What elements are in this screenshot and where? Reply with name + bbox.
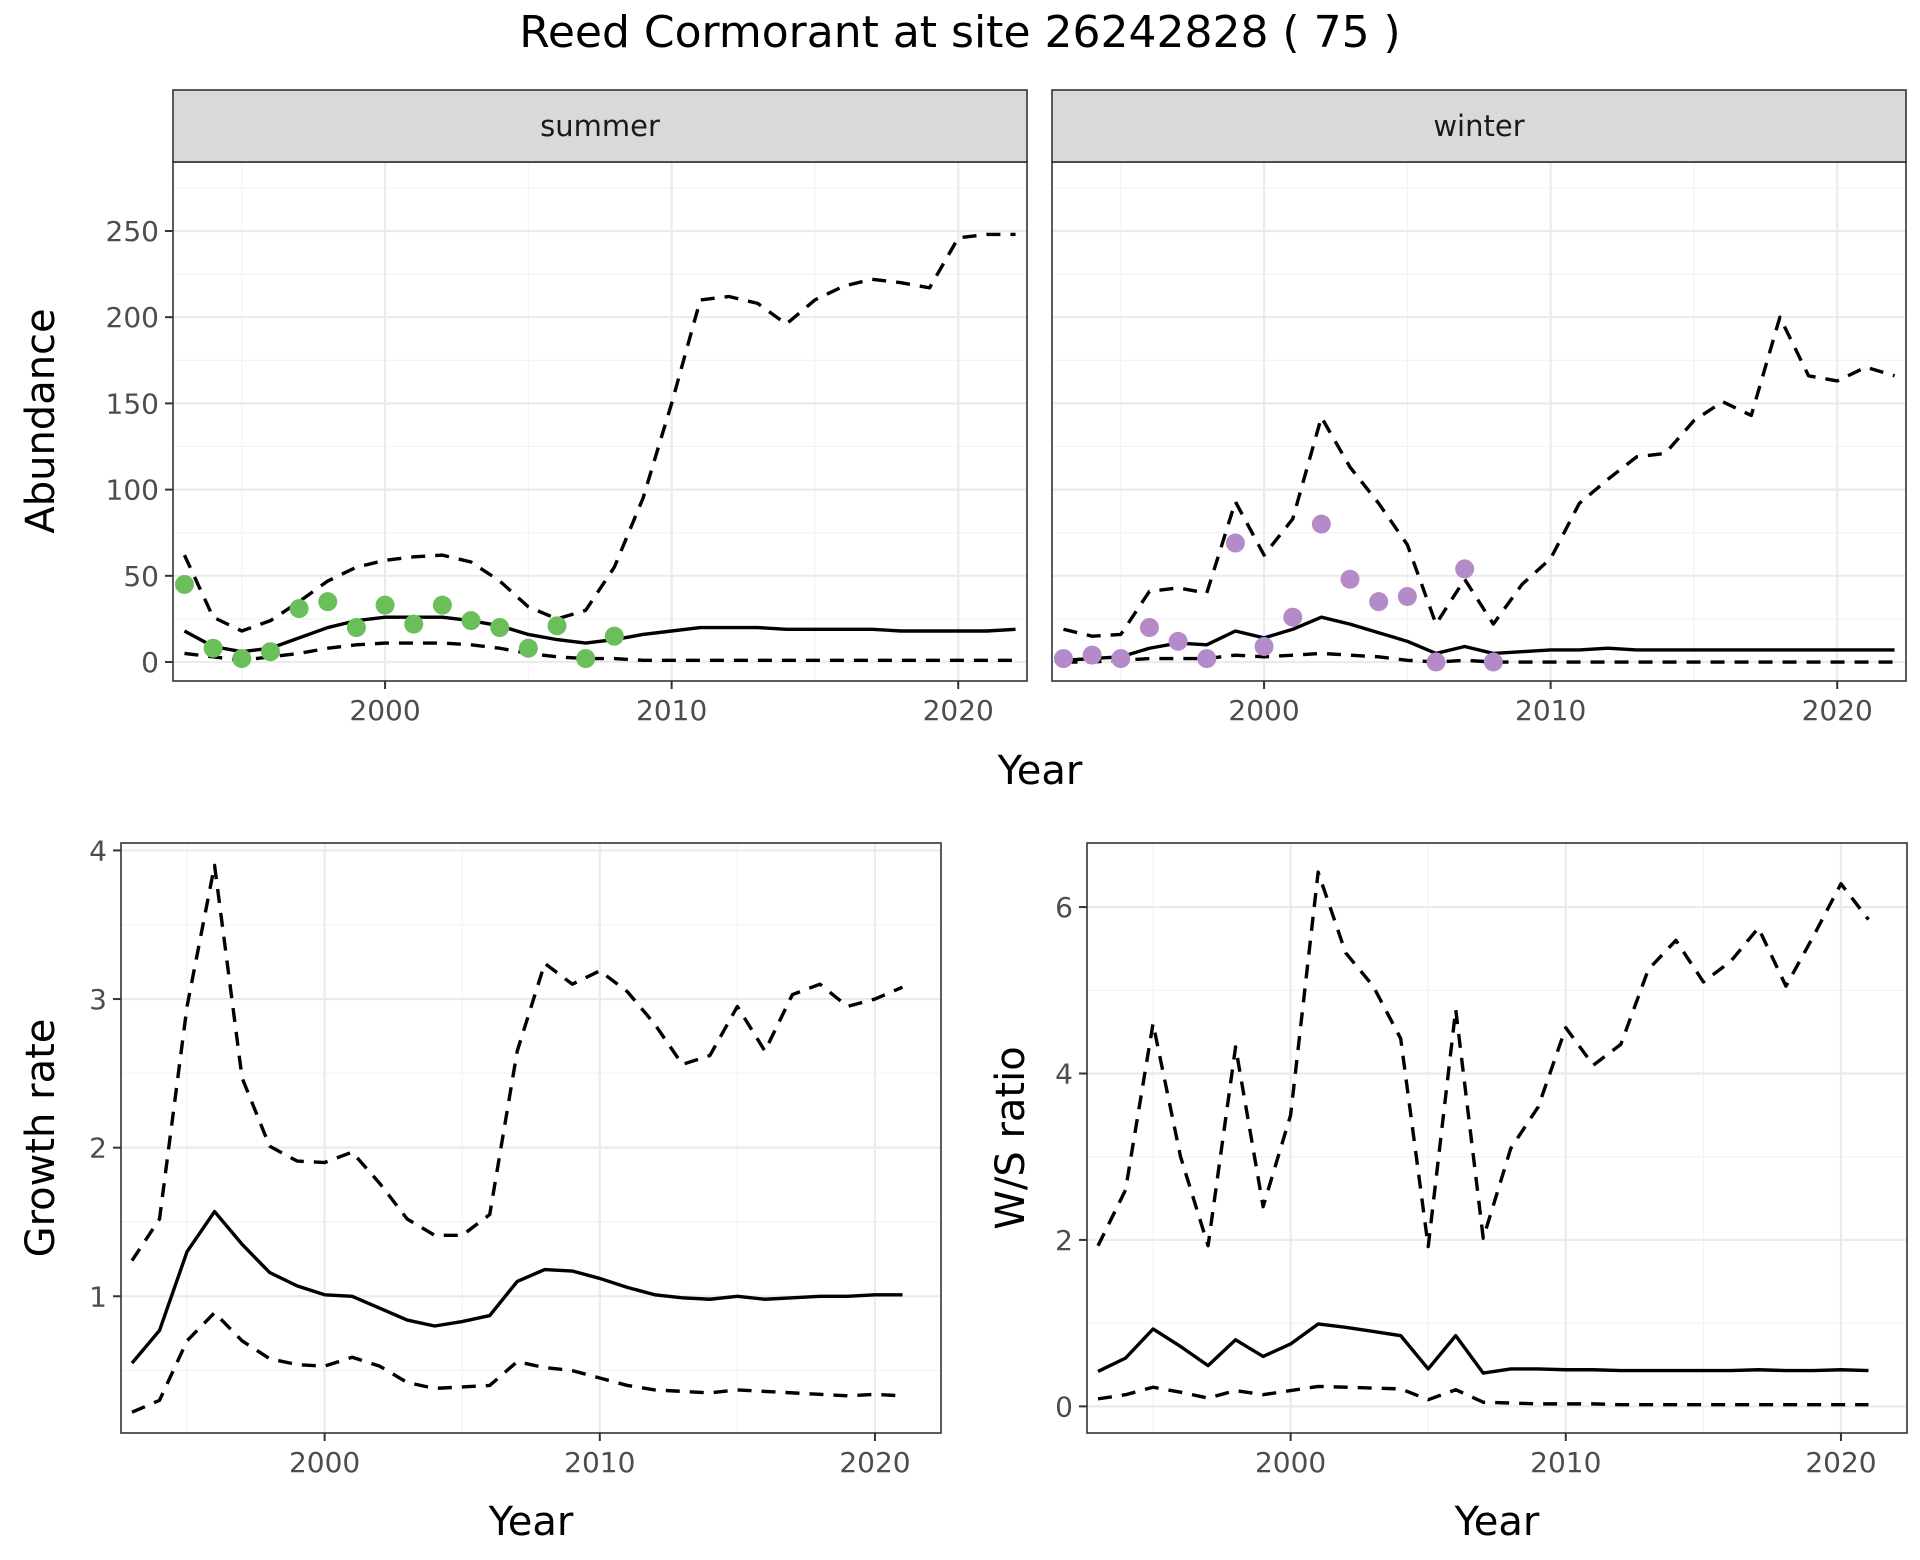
panel-summer: summer 2000 2010 2020 0 50 100 150 200 250: [106, 89, 1028, 727]
facet-label: winter: [1433, 109, 1524, 143]
y-axis-title: Abundance: [18, 308, 64, 533]
panel-winter: winter 2000 2010 2020: [1051, 89, 1907, 727]
data-point: [1483, 652, 1503, 672]
estimate-line: [1097, 1322, 1869, 1375]
lower-ci-line: [1097, 1384, 1869, 1407]
x-tick-label: 2020: [923, 694, 994, 727]
y-tick-label: 2: [89, 1132, 107, 1165]
y-tick-label: 250: [106, 215, 159, 248]
upper-ci-line: [1096, 870, 1870, 1249]
y-tick-label: 1: [89, 1280, 107, 1313]
lower-ci-line: [184, 641, 1016, 663]
data-point: [1369, 592, 1389, 612]
estimate-line: [130, 1209, 903, 1365]
data-point: [1283, 607, 1303, 627]
y-tick-label: 2: [1055, 1224, 1073, 1257]
x-tick-label: 2000: [1255, 1446, 1326, 1479]
y-tick-label: 150: [106, 387, 159, 420]
data-point: [375, 595, 395, 615]
panel-background: [173, 162, 1027, 681]
data-point: [289, 599, 309, 619]
data-point: [576, 649, 596, 669]
x-tick-label: 2010: [1515, 694, 1586, 727]
data-point: [604, 626, 624, 646]
y-tick-label: 50: [123, 560, 159, 593]
y-axis-title: W/S ratio: [988, 1046, 1034, 1229]
data-point: [404, 614, 424, 634]
panel-ratio: 2000 2010 2020 0 2 4 6 Year W/S ratio: [988, 842, 1908, 1545]
y-tick-label: 200: [106, 301, 159, 334]
x-tick-label: 2020: [839, 1446, 910, 1479]
x-tick-label: 2010: [564, 1446, 635, 1479]
facet-strip: [172, 89, 1028, 163]
data-point: [1254, 637, 1274, 657]
gridlines: [173, 162, 1027, 681]
panel-background: [1087, 843, 1907, 1433]
panel-background: [1052, 162, 1906, 681]
data-point: [1168, 631, 1188, 651]
lower-ci-line: [1063, 651, 1895, 664]
data-point: [1397, 587, 1417, 607]
data-point: [432, 595, 452, 615]
y-axis-title: Growth rate: [18, 1019, 64, 1258]
x-tick-label: 2020: [1805, 1446, 1876, 1479]
x-tick-label: 2020: [1802, 694, 1873, 727]
data-point: [1111, 649, 1131, 669]
data-point: [318, 592, 338, 612]
upper-ci-line: [182, 232, 1016, 633]
upper-ci-line: [130, 863, 904, 1262]
y-tick-label: 3: [89, 983, 107, 1016]
data-point: [547, 616, 567, 636]
data-point: [1082, 645, 1102, 665]
data-point: [1340, 569, 1360, 589]
y-tick-label: 4: [89, 834, 107, 867]
data-point: [1053, 649, 1073, 669]
data-point: [1426, 652, 1446, 672]
data-point: [346, 618, 366, 638]
lower-ci-line: [131, 1310, 903, 1414]
observed-points: [1053, 514, 1503, 672]
data-point: [1455, 559, 1475, 579]
data-point: [461, 611, 481, 631]
x-tick-label: 2010: [1530, 1446, 1601, 1479]
data-point: [490, 618, 510, 638]
observed-points: [174, 574, 624, 669]
y-tick-label: 4: [1055, 1058, 1073, 1091]
y-tick-label: 100: [106, 474, 159, 507]
data-point: [518, 638, 538, 658]
data-point: [260, 642, 280, 662]
y-tick-label: 0: [1055, 1390, 1073, 1423]
panel-border: [120, 842, 942, 1434]
facet-label: summer: [540, 109, 660, 143]
estimate-line: [1063, 615, 1895, 663]
data-point: [1225, 533, 1245, 553]
x-axis-title: Year: [488, 1499, 574, 1545]
data-point: [1139, 618, 1159, 638]
panel-growth: 2000 2010 2020 1 2 3 4 Year Growth rate: [18, 834, 942, 1545]
data-point: [203, 638, 223, 658]
x-tick-label: 2000: [289, 1446, 360, 1479]
panel-border: [1086, 842, 1908, 1434]
x-tick-label: 2000: [349, 694, 420, 727]
x-tick-label: 2000: [1228, 694, 1299, 727]
x-tick-label: 2010: [636, 694, 707, 727]
data-point: [1311, 514, 1331, 534]
data-point: [232, 649, 252, 669]
panel-background: [121, 843, 941, 1433]
data-point: [1197, 649, 1217, 669]
upper-ci-line: [1063, 315, 1896, 638]
facet-strip: [1051, 89, 1907, 163]
x-axis-title: Year: [1454, 1499, 1540, 1545]
estimate-line: [183, 615, 1016, 654]
data-point: [174, 574, 194, 594]
y-tick-label: 6: [1055, 891, 1073, 924]
y-tick-label: 0: [141, 646, 159, 679]
figure-title: Reed Cormorant at site 26242828 ( 75 ): [519, 7, 1400, 58]
x-axis-title: Year: [997, 748, 1083, 794]
